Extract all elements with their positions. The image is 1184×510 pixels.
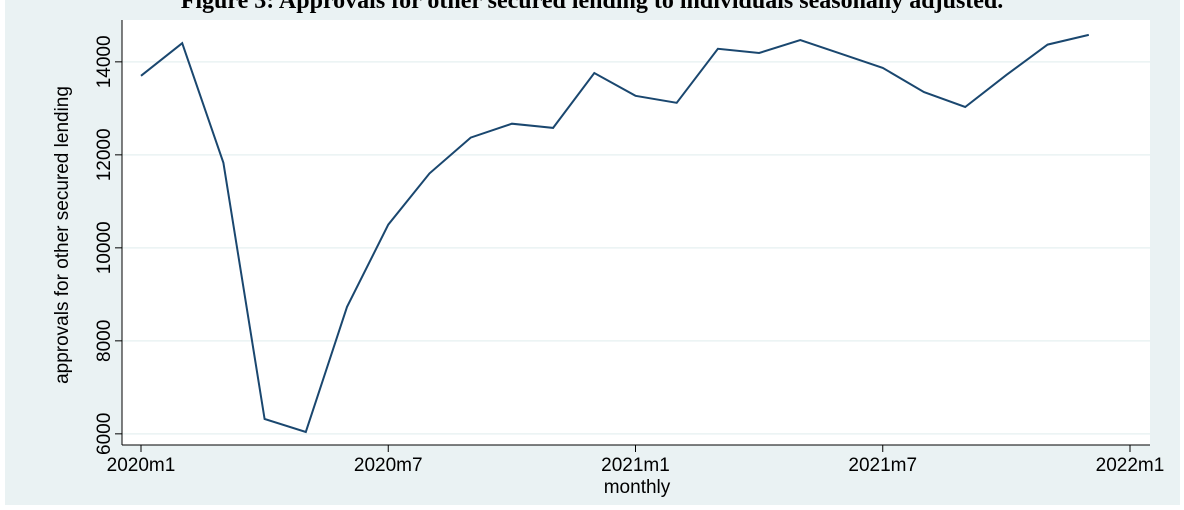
x-axis-label: monthly	[604, 477, 671, 498]
x-tick-label: 2021m7	[848, 455, 917, 476]
x-tick-label: 2021m1	[601, 455, 670, 476]
y-axis-label: approvals for other secured lending	[52, 86, 73, 384]
plot-area	[122, 20, 1150, 445]
chart-title: Figure 3: Approvals for other secured le…	[181, 0, 1004, 14]
y-tick-label: 12000	[94, 128, 115, 181]
x-tick-label: 2020m1	[107, 455, 176, 476]
y-tick-label: 6000	[94, 413, 115, 455]
y-tick-label: 8000	[94, 320, 115, 362]
data-line	[140, 33, 1090, 434]
x-tick-label: 2020m7	[354, 455, 423, 476]
x-tick-label: 2022m1	[1096, 455, 1165, 476]
y-tick-label: 10000	[94, 221, 115, 274]
y-tick-label: 14000	[94, 35, 115, 88]
